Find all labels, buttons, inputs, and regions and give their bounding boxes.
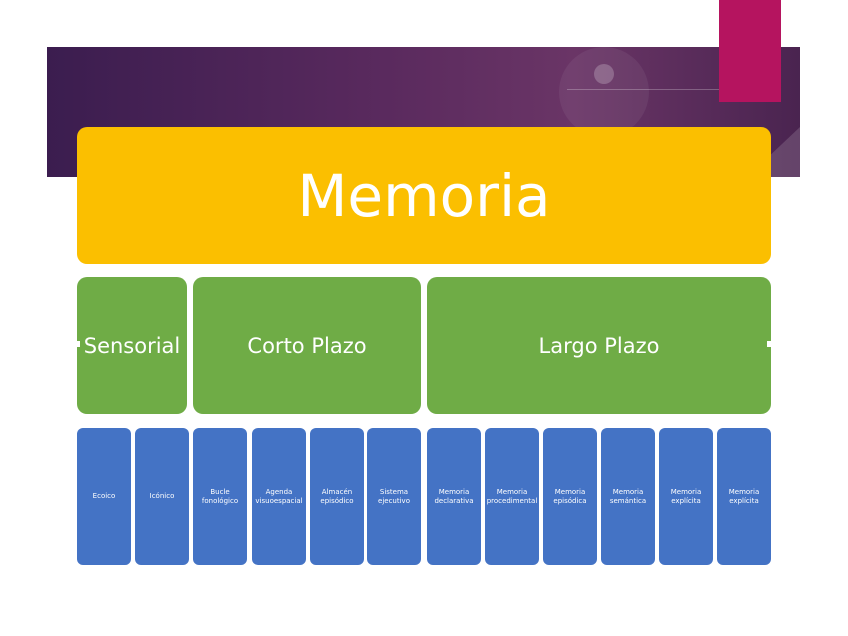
subtype-node-memoria-declarativa: Memoria declarativa [427, 428, 481, 565]
category-node-corto-plazo: Corto Plazo [193, 277, 421, 414]
decorative-circle [559, 47, 649, 137]
subtype-node-memoria-semantica: Memoria semántica [601, 428, 655, 565]
subtype-node-ecoico: Ecoico [77, 428, 131, 565]
decorative-line [567, 89, 757, 90]
category-node-largo-plazo: Largo Plazo [427, 277, 771, 414]
subtype-node-memoria-explicita-2: Memoria explícita [717, 428, 771, 565]
subtype-node-almacen-episodico: Almacén episódico [310, 428, 364, 565]
subtype-node-memoria-procedimental: Memoria procedimental [485, 428, 539, 565]
subtype-node-bucle-fonologico: Bucle fonológico [193, 428, 247, 565]
subtype-node-memoria-explicita: Memoria explícita [659, 428, 713, 565]
subtype-node-memoria-episodica: Memoria episódica [543, 428, 597, 565]
selection-handle [74, 341, 80, 347]
root-node-memoria: Memoria [77, 127, 771, 264]
category-node-sensorial: Sensorial [77, 277, 187, 414]
subtype-node-agenda-visuoespacial: Agenda visuoespacial [252, 428, 306, 565]
selection-handle [767, 341, 773, 347]
decorative-dot [594, 64, 614, 84]
subtype-node-iconico: Icónico [135, 428, 189, 565]
accent-tab [719, 0, 781, 102]
subtype-node-sistema-ejecutivo: Sistema ejecutivo [367, 428, 421, 565]
